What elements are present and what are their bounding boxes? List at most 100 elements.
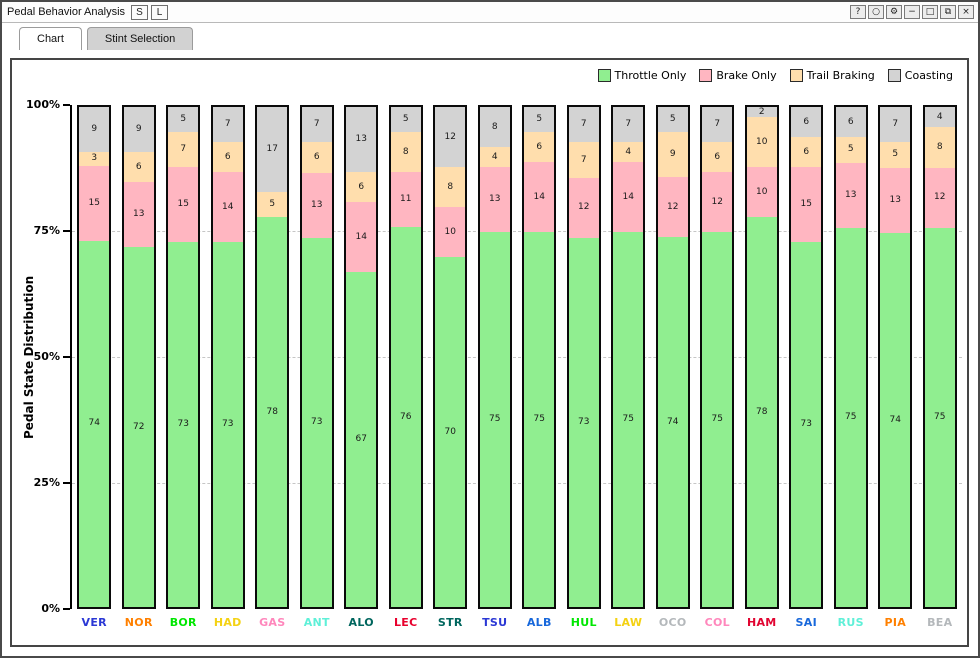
bar-slot: 5 7 15 73 — [161, 105, 206, 609]
segment-value-label: 8 — [447, 181, 454, 192]
bar-nor: 9 6 13 72 — [121, 105, 156, 609]
segment-value-label: 70 — [444, 426, 456, 437]
segment-brake-only: 11 — [390, 172, 421, 227]
segment-value-label: 4 — [491, 151, 498, 162]
legend-swatch-throttle-only — [597, 69, 611, 82]
x-label-col: COL — [704, 616, 730, 629]
segment-trail-braking: 3 — [79, 151, 110, 167]
segment-throttle-only: 78 — [746, 217, 777, 607]
segment-throttle-only: 67 — [346, 272, 377, 607]
segment-value-label: 12 — [667, 201, 679, 212]
x-label-gas: GAS — [259, 616, 286, 629]
maximize-button[interactable]: □ — [922, 5, 938, 19]
segment-trail-braking: 8 — [924, 127, 955, 168]
maximize-icon: □ — [925, 7, 935, 17]
x-label-had: HAD — [213, 616, 242, 629]
segment-throttle-only: 73 — [791, 242, 822, 607]
legend-label: Trail Braking — [806, 69, 875, 82]
segment-value-label: 72 — [133, 421, 145, 432]
segment-value-label: 5 — [892, 149, 899, 160]
segment-coasting: 5 — [524, 107, 555, 132]
bar-slot: 12 8 10 70 — [428, 105, 473, 609]
segment-value-label: 74 — [88, 418, 100, 429]
segment-trail-braking: 10 — [746, 117, 777, 167]
titlebar-button-l[interactable]: L — [151, 4, 169, 20]
help-button[interactable]: ? — [850, 5, 866, 19]
window-title: Pedal Behavior Analysis — [7, 6, 126, 18]
x-label-slot: STR — [428, 616, 473, 629]
segment-value-label: 9 — [669, 149, 676, 159]
segment-value-label: 17 — [266, 144, 278, 154]
segment-throttle-only: 75 — [479, 232, 510, 607]
segment-trail-braking: 8 — [390, 132, 421, 172]
circle-button[interactable]: ○ — [868, 5, 884, 19]
segment-brake-only: 15 — [79, 166, 110, 241]
segment-value-label: 11 — [400, 194, 412, 204]
segment-value-label: 6 — [536, 141, 543, 152]
segment-value-label: 7 — [714, 119, 721, 129]
segment-coasting: 7 — [613, 107, 644, 142]
segment-trail-braking: 6 — [212, 142, 243, 172]
x-label-slot: LAW — [606, 616, 651, 629]
segment-value-label: 5 — [180, 114, 187, 124]
minimize-button[interactable]: − — [904, 5, 920, 19]
segment-value-label: 73 — [177, 419, 189, 429]
x-label-law: LAW — [614, 616, 643, 629]
segment-value-label: 13 — [311, 199, 323, 210]
segment-value-label: 5 — [669, 114, 676, 124]
segment-value-label: 6 — [224, 151, 231, 162]
close-button[interactable]: × — [958, 5, 974, 19]
restore-icon: ⧉ — [944, 7, 952, 17]
segment-brake-only: 13 — [880, 167, 911, 234]
x-label-slot: OCO — [651, 616, 696, 629]
segment-coasting: 7 — [702, 107, 733, 142]
segment-value-label: 7 — [224, 119, 231, 129]
segment-value-label: 6 — [847, 116, 854, 127]
chart-panel: Throttle Only Brake Only Trail Braking Coas… — [10, 58, 969, 647]
x-label-slot: TSU — [473, 616, 518, 629]
segment-value-label: 73 — [800, 419, 812, 429]
x-label-oco: OCO — [658, 616, 687, 629]
segment-value-label: 15 — [177, 199, 189, 209]
segment-trail-braking: 6 — [702, 142, 733, 172]
segment-value-label: 9 — [91, 123, 98, 134]
segment-value-label: 74 — [889, 414, 901, 425]
segment-brake-only: 12 — [568, 177, 599, 239]
tab-stint-selection[interactable]: Stint Selection — [86, 27, 194, 50]
segment-throttle-only: 73 — [168, 242, 199, 607]
segment-brake-only: 10 — [746, 167, 777, 217]
segment-value-label: 8 — [491, 121, 498, 132]
segment-value-label: 10 — [444, 226, 456, 237]
segment-brake-only: 14 — [346, 202, 377, 272]
segment-value-label: 73 — [311, 417, 323, 428]
legend-swatch-trail-braking — [789, 69, 803, 82]
gridline-75 — [72, 231, 962, 232]
x-label-slot: ANT — [295, 616, 340, 629]
segment-value-label: 7 — [892, 119, 899, 130]
segment-trail-braking: 6 — [524, 132, 555, 162]
legend-label: Throttle Only — [614, 69, 687, 82]
bar-ant: 7 6 13 73 — [299, 105, 334, 609]
segment-trail-braking: 6 — [791, 137, 822, 167]
titlebar-button-s[interactable]: S — [131, 4, 149, 20]
bar-slot: 5 8 11 76 — [384, 105, 429, 609]
x-label-nor: NOR — [124, 616, 153, 629]
bar-bor: 5 7 15 73 — [166, 105, 201, 609]
segment-value-label: 13 — [355, 134, 367, 144]
segment-value-label: 75 — [934, 412, 946, 423]
tab-chart[interactable]: Chart — [19, 27, 82, 50]
x-label-str: STR — [437, 616, 463, 629]
segment-brake-only: 15 — [791, 167, 822, 242]
restore-button[interactable]: ⧉ — [940, 5, 956, 19]
gridline-50 — [72, 357, 962, 358]
segment-value-label: 4 — [625, 146, 632, 157]
settings-button[interactable]: ⚙ — [886, 5, 902, 19]
legend-item-brake-only: Brake Only — [699, 69, 777, 82]
legend-item-coasting: Coasting — [887, 69, 953, 82]
x-label-ham: HAM — [746, 616, 777, 629]
segment-throttle-only: 70 — [435, 257, 466, 607]
x-label-slot: ALB — [517, 616, 562, 629]
y-tick-label: 100% — [26, 98, 60, 111]
bar-slot: 4 8 12 75 — [918, 105, 963, 609]
